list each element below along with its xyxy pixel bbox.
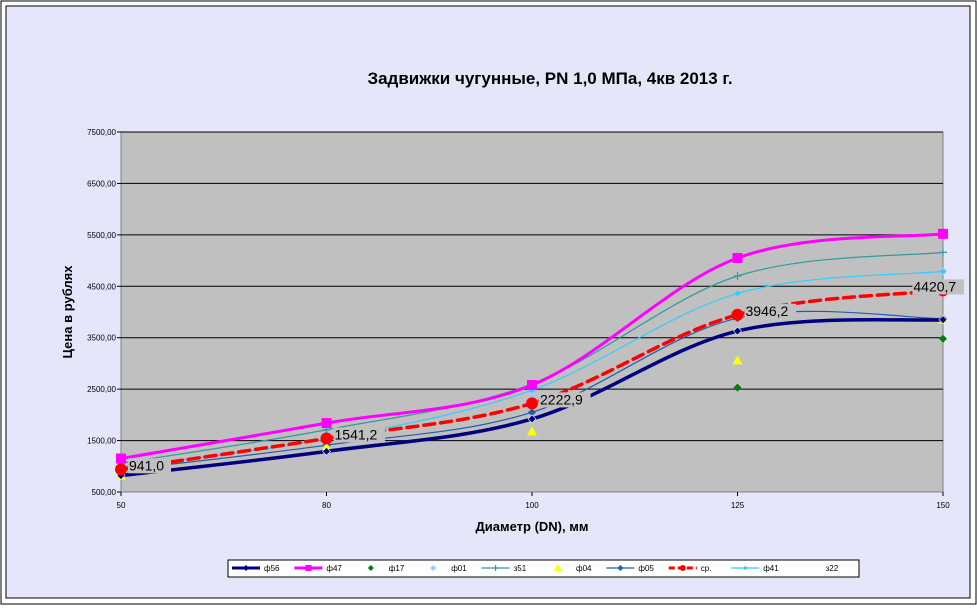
legend-label: ф41 xyxy=(763,564,779,573)
series-layer xyxy=(115,228,949,480)
x-tick-label: 50 xyxy=(117,501,126,510)
x-tick-label: 150 xyxy=(936,501,950,510)
data-label: 2222,9 xyxy=(540,391,583,407)
legend-entry: з51 xyxy=(481,564,527,573)
data-point xyxy=(430,565,437,571)
data-label-bg xyxy=(539,392,591,408)
series-ср. xyxy=(115,284,949,476)
x-axis-ticks: 50 80 100 125 150 xyxy=(117,492,950,510)
data-point xyxy=(321,441,332,451)
y-axis-label: Цена в рублях xyxy=(60,265,75,359)
data-point xyxy=(492,565,499,571)
data-point xyxy=(367,565,374,571)
gridlines xyxy=(121,131,943,442)
x-tick-label: 80 xyxy=(322,501,331,510)
legend-label: ф47 xyxy=(326,564,342,573)
data-point xyxy=(733,326,742,336)
y-tick-label: 1500,00 xyxy=(87,437,116,446)
data-point xyxy=(732,253,743,263)
y-tick-label: 500,00 xyxy=(92,488,117,497)
data-point xyxy=(305,565,312,571)
legend-label: з51 xyxy=(514,564,527,573)
y-tick-label: 7500,00 xyxy=(87,128,116,137)
data-labels: 941,0 1541,2 2222,9 3946,2 4420,7 xyxy=(128,278,964,474)
data-point xyxy=(731,308,744,321)
y-axis-ticks: 500,00 1500,00 2500,00 3500,00 4500,00 5500,0… xyxy=(87,128,121,497)
data-label-bg xyxy=(744,303,797,319)
data-point xyxy=(805,566,810,570)
legend-label: ф17 xyxy=(389,564,405,573)
legend-entry: ф04 xyxy=(554,564,592,573)
data-point xyxy=(743,566,747,570)
y-tick-label: 2500,00 xyxy=(87,385,116,394)
legend-entry: ф17 xyxy=(367,564,405,573)
legend-entry: ф56 xyxy=(232,564,280,573)
x-axis-label: Диаметр (DN), мм xyxy=(476,519,589,534)
data-label-bg xyxy=(333,427,386,443)
y-tick-label: 3500,00 xyxy=(87,334,116,343)
x-tick-label: 100 xyxy=(525,501,539,510)
data-point xyxy=(939,334,947,343)
data-point xyxy=(939,248,947,257)
data-point xyxy=(526,397,538,410)
data-label: 4420,7 xyxy=(913,278,956,294)
data-point xyxy=(735,291,740,296)
data-point xyxy=(938,228,948,239)
data-point xyxy=(527,426,537,436)
series-ф47 xyxy=(116,228,948,464)
legend-entry: ф05 xyxy=(606,564,654,573)
data-point xyxy=(679,565,686,571)
x-tick-label: 125 xyxy=(731,501,745,510)
legend-label: ф04 xyxy=(576,564,592,573)
data-point xyxy=(617,565,624,571)
data-point xyxy=(243,565,249,571)
legend-entry: з22 xyxy=(793,564,839,573)
data-point xyxy=(115,463,127,476)
series-ф56 xyxy=(116,315,948,480)
legend-entry: ф01 xyxy=(430,564,467,573)
legend-label: ср. xyxy=(701,564,712,573)
series-ф17 xyxy=(733,334,947,392)
legend-label: ф01 xyxy=(451,564,467,573)
data-label: 3946,2 xyxy=(746,303,789,319)
data-point xyxy=(938,315,948,325)
data-point xyxy=(322,446,331,456)
legend-entry: ф47 xyxy=(294,564,342,573)
data-point xyxy=(733,272,742,280)
legend-label: ф56 xyxy=(264,564,280,573)
y-tick-label: 5500,00 xyxy=(87,231,116,240)
data-point xyxy=(321,418,332,429)
data-point xyxy=(527,414,537,424)
data-point xyxy=(733,383,742,392)
y-tick-label: 6500,00 xyxy=(87,179,116,188)
data-label-bg xyxy=(912,279,964,295)
legend-entry: ф41 xyxy=(731,564,779,573)
data-point xyxy=(554,564,562,571)
data-label: 1541,2 xyxy=(335,426,378,442)
chart-title: Задвижки чугунные, PN 1,0 МПа, 4кв 2013 … xyxy=(367,69,732,88)
data-point xyxy=(116,453,126,464)
legend-label: з22 xyxy=(826,564,839,573)
data-point xyxy=(732,355,743,365)
data-point xyxy=(527,380,537,391)
legend: ф56 ф47 ф17 ф01 з51 ф04 ф05 ср. ф41 з22 xyxy=(227,559,860,578)
legend-label: ф05 xyxy=(638,564,654,573)
legend-box xyxy=(227,559,860,578)
legend-entry: ср. xyxy=(668,564,712,573)
data-point xyxy=(320,432,333,445)
y-tick-label: 4500,00 xyxy=(87,282,116,291)
data-point xyxy=(940,268,946,274)
data-point xyxy=(528,408,536,417)
data-label-bg xyxy=(128,458,171,474)
data-label: 941,0 xyxy=(129,457,164,473)
